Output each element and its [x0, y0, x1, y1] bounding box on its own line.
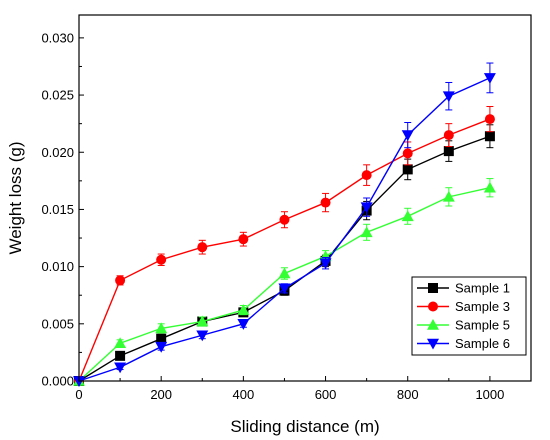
data-point: [156, 254, 167, 265]
legend-swatch-marker: [428, 283, 438, 293]
data-point: [483, 73, 496, 84]
data-point: [484, 114, 495, 125]
data-point: [320, 197, 331, 208]
plot-frame: [78, 14, 532, 382]
data-point: [155, 322, 168, 334]
series-layer: [73, 62, 496, 387]
y-tick-label: 0.020: [41, 145, 74, 160]
y-tick-label: 0.025: [41, 88, 74, 103]
legend-entry-sample-1: Sample 1: [417, 281, 510, 296]
series-sample-3: [74, 106, 495, 386]
legend-label: Sample 5: [455, 318, 510, 333]
x-tick-label: 800: [397, 387, 419, 402]
data-point: [156, 333, 167, 344]
legend: Sample 1 Sample 3 Sample 5 Sample 6: [411, 276, 527, 356]
data-point: [238, 234, 249, 245]
series-sample-6: [73, 62, 496, 387]
data-point: [402, 148, 413, 159]
data-point: [401, 130, 414, 142]
data-point: [483, 181, 496, 193]
data-point: [442, 91, 455, 103]
y-tick-label: 0.030: [41, 30, 74, 45]
legend-entry-sample-5: Sample 5: [417, 318, 510, 333]
data-point: [237, 319, 250, 330]
data-point: [279, 214, 290, 225]
data-point: [484, 131, 495, 142]
y-tick-label: 0.000: [41, 374, 74, 389]
data-point: [402, 164, 413, 175]
data-point: [361, 170, 372, 181]
data-point: [115, 350, 126, 361]
x-tick-label: 600: [315, 387, 337, 402]
data-point: [319, 258, 332, 270]
data-point: [278, 283, 291, 295]
data-point: [115, 275, 126, 286]
series-sample-5: [73, 178, 496, 386]
data-point: [443, 146, 454, 157]
legend-swatch-marker: [427, 319, 439, 330]
x-axis-ticks: 0 200 400 600 800 1000: [75, 376, 504, 402]
data-point: [196, 315, 209, 327]
data-point: [196, 330, 209, 342]
legend-swatch-marker: [427, 338, 439, 350]
data-point: [197, 242, 208, 253]
legend-label: Sample 6: [455, 336, 510, 351]
legend-entry-sample-3: Sample 3: [417, 299, 510, 314]
y-tick-label: 0.010: [41, 259, 74, 274]
y-axis-label: Weight loss (g): [6, 141, 25, 254]
legend-swatch-marker: [428, 301, 438, 312]
data-point: [360, 202, 373, 214]
y-tick-label: 0.015: [41, 202, 74, 217]
data-point: [401, 210, 414, 222]
data-point: [360, 226, 373, 238]
data-point: [155, 341, 168, 353]
y-tick-label: 0.005: [41, 316, 74, 331]
data-point: [442, 190, 455, 202]
data-point: [278, 267, 291, 279]
legend-entry-sample-6: Sample 6: [417, 336, 510, 351]
legend-label: Sample 3: [455, 299, 510, 314]
x-tick-label: 0: [75, 387, 82, 402]
data-point: [114, 337, 127, 349]
x-axis-label: Sliding distance (m): [230, 417, 379, 436]
data-point: [114, 362, 127, 374]
x-tick-label: 1000: [475, 387, 504, 402]
x-tick-label: 200: [150, 387, 172, 402]
x-tick-label: 400: [233, 387, 255, 402]
data-point: [443, 130, 454, 141]
data-point: [237, 304, 250, 315]
y-axis-ticks: 0.000 0.005 0.010 0.015 0.020 0.025 0.030: [41, 30, 84, 389]
legend-label: Sample 1: [455, 281, 510, 296]
